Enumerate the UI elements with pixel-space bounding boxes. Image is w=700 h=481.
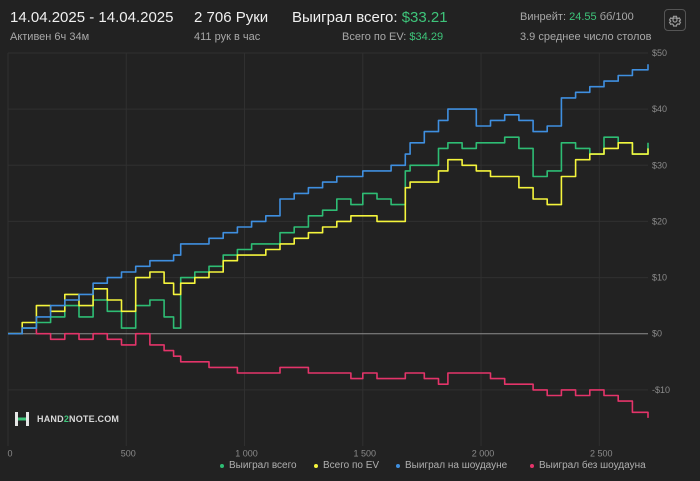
ev-total: Всего по EV: $34.29 (342, 31, 443, 43)
ev-total-value: $34.29 (409, 31, 444, 43)
series-line-1 (8, 142, 649, 335)
y-tick-label: $30 (652, 160, 667, 170)
won-total-value: $33.21 (401, 9, 448, 26)
series-line-0 (8, 136, 649, 335)
avg-tables: 3.9 среднее число столов (520, 31, 652, 43)
won-total-label: Выиграл всего: (292, 9, 398, 26)
legend-label: Выиграл без шоудауна (539, 460, 646, 471)
y-tick-label: $20 (652, 216, 667, 226)
winrate-value: 24.55 (569, 11, 597, 23)
x-tick-label: 2 000 (472, 448, 495, 458)
hands-count: 2 706 Руки (194, 9, 269, 26)
legend-item[interactable]: Всего по EV (314, 460, 379, 471)
x-tick-label: 0 (7, 448, 12, 458)
won-total: Выиграл всего: $33.21 (292, 9, 448, 26)
legend-dot-icon (220, 463, 224, 468)
y-tick-label: $0 (652, 329, 662, 339)
gear-icon (668, 15, 682, 27)
legend-dot-icon (396, 463, 400, 468)
legend-item[interactable]: Выиграл на шоудауне (396, 460, 507, 471)
hands-per-hour: 411 рук в час (194, 31, 261, 43)
legend-item[interactable]: Выиграл без шоудауна (530, 460, 646, 471)
series-line-3 (8, 327, 649, 418)
hand2note-logo: HAND2NOTE.COM (14, 411, 119, 427)
x-tick-label: 1 500 (354, 448, 377, 458)
legend-label: Всего по EV (323, 460, 380, 471)
x-tick-label: 500 (121, 448, 136, 458)
y-tick-label: -$10 (652, 385, 670, 395)
winrate-label: Винрейт: (520, 11, 567, 23)
profit-chart: $50 $40 $30 $20 $10 $0 -$10 0 500 1 000 1 500 2 00… (7, 48, 670, 458)
date-range: 14.04.2025 - 14.04.2025 (10, 9, 174, 26)
settings-button[interactable] (664, 9, 686, 31)
logo-icon (15, 412, 29, 426)
legend-dot-icon (530, 463, 534, 468)
series-line-2 (8, 64, 649, 335)
winrate: Винрейт: 24.55 бб/100 (520, 11, 634, 23)
y-tick-label: $10 (652, 273, 667, 283)
logo-text: HAND2NOTE.COM (37, 414, 120, 424)
y-tick-label: $50 (652, 48, 667, 58)
legend-dot-icon (314, 463, 318, 468)
ev-total-label: Всего по EV: (342, 31, 407, 43)
x-tick-label: 2 500 (590, 448, 613, 458)
y-tick-label: $40 (652, 104, 667, 114)
x-tick-label: 1 000 (235, 448, 258, 458)
legend-item[interactable]: Выиграл всего (220, 460, 297, 471)
winrate-unit: бб/100 (599, 11, 634, 23)
chart-legend: Выиграл всего Всего по EV Выиграл на шоуда… (0, 460, 700, 480)
active-time: Активен 6ч 34м (10, 31, 90, 43)
legend-label: Выиграл на шоудауне (405, 460, 508, 471)
legend-label: Выиграл всего (229, 460, 297, 471)
